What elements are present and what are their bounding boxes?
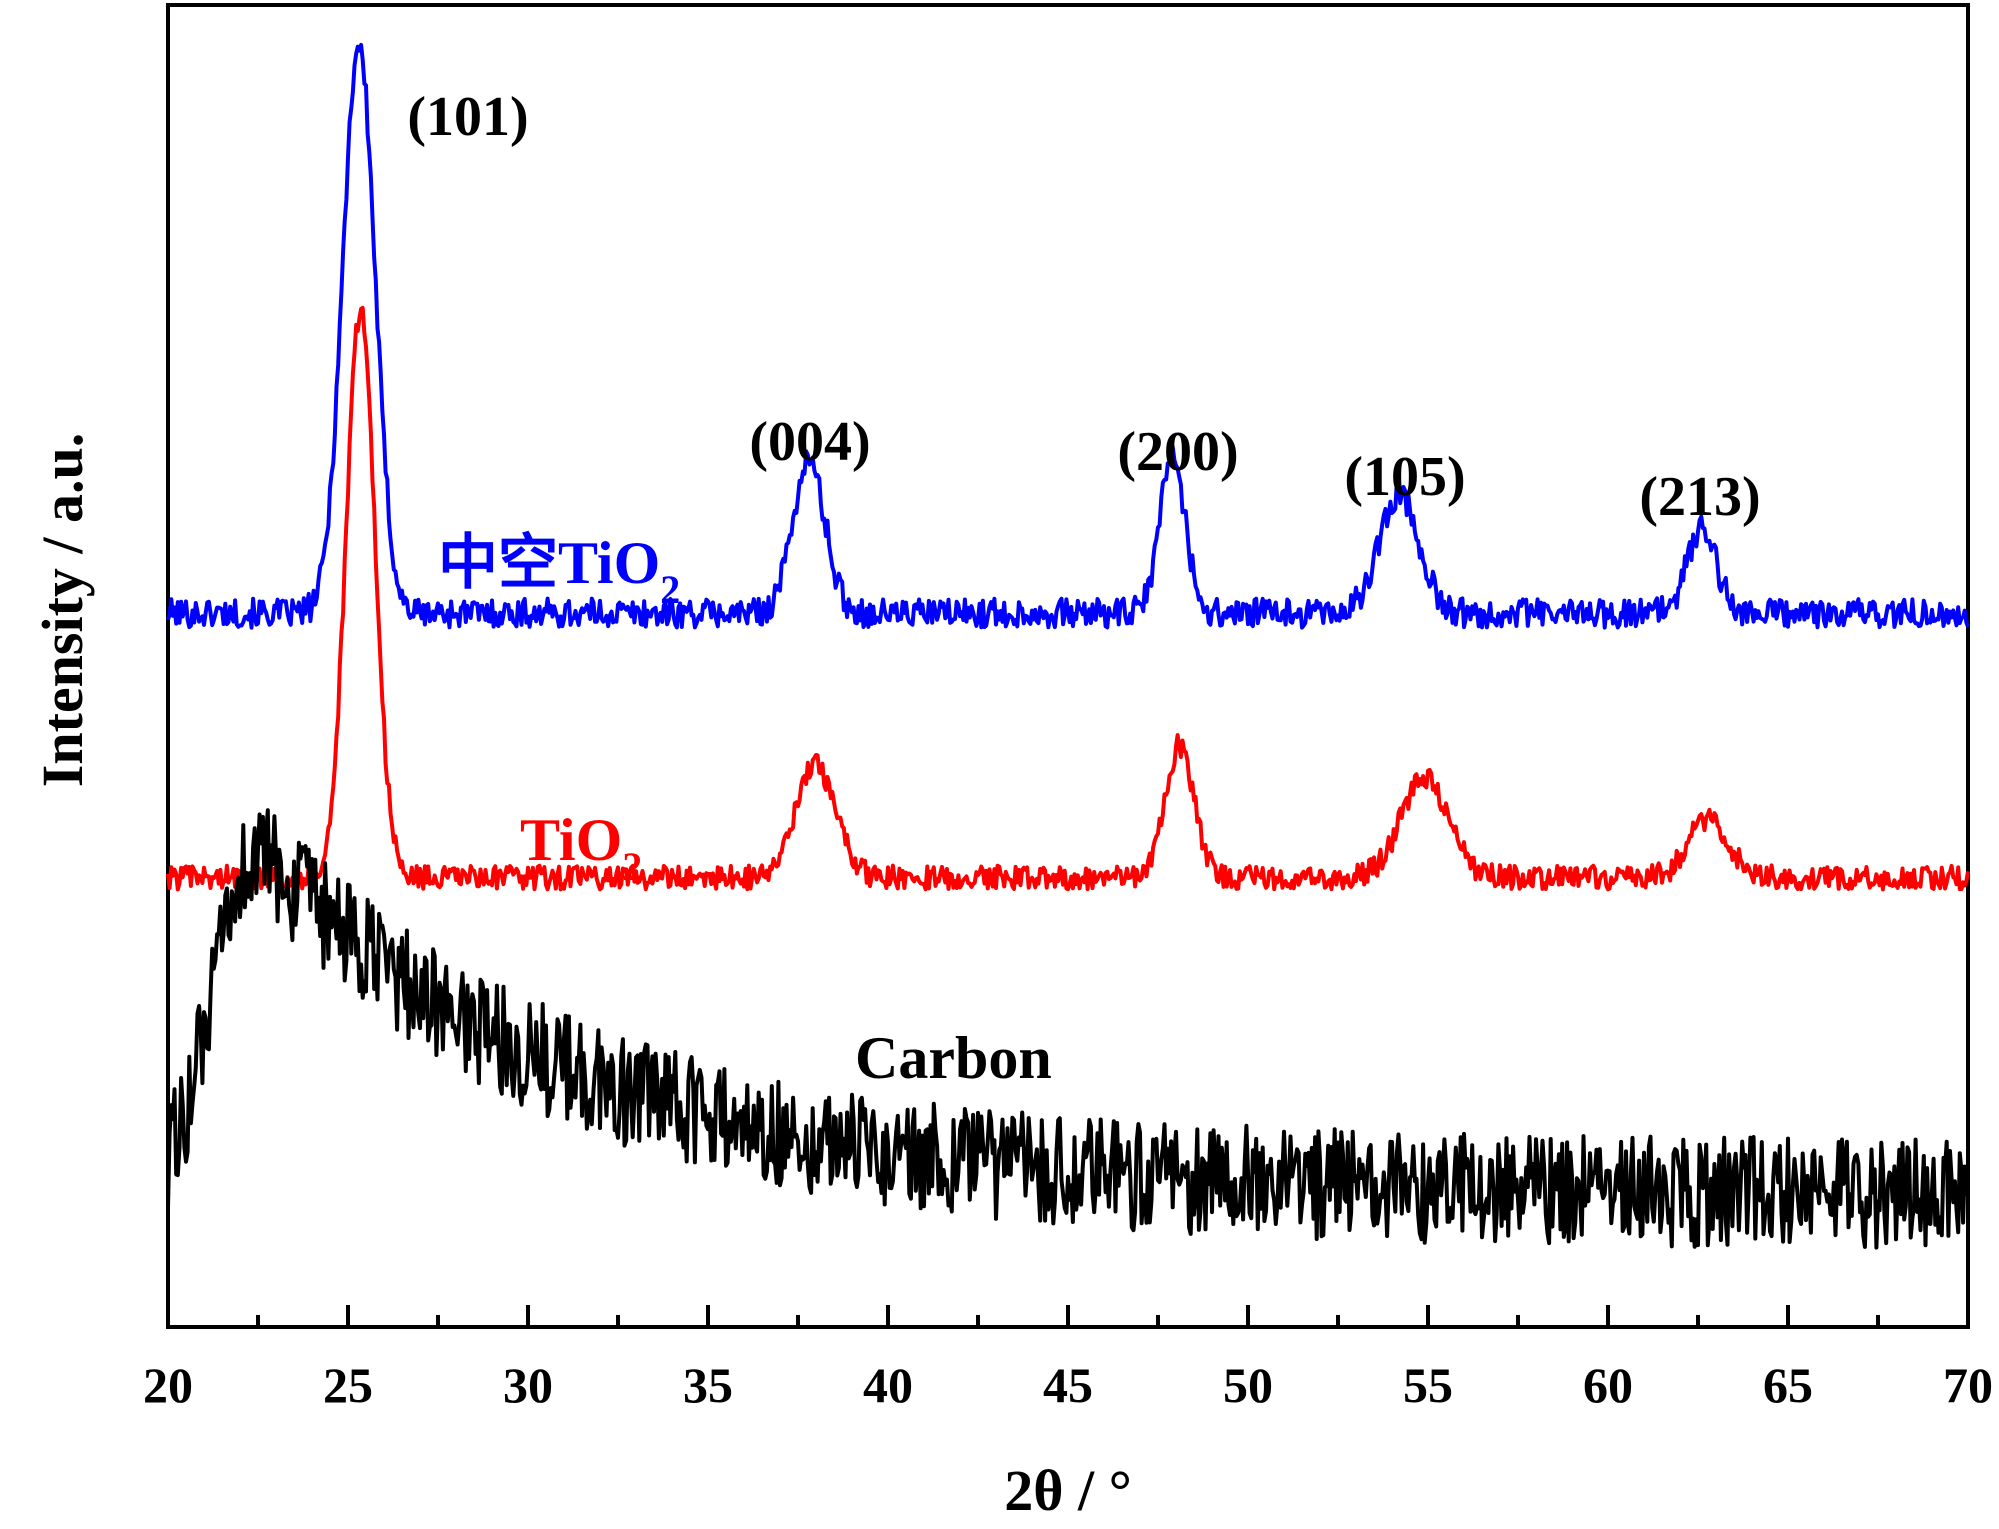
series-label-tio2: TiO2 — [520, 807, 642, 889]
y-axis-title: Intensity / a.u. — [30, 433, 95, 788]
x-tick-label: 35 — [683, 1357, 733, 1413]
peak-label-213: (213) — [1639, 466, 1760, 528]
x-tick-label: 65 — [1763, 1357, 1813, 1413]
series-line-tio2-0 — [166, 42, 1970, 630]
peak-label-101: (101) — [407, 86, 528, 148]
x-tick-label: 30 — [503, 1357, 553, 1413]
series-label-carbon: Carbon — [855, 1025, 1052, 1091]
series-lines — [166, 42, 1970, 1250]
peak-label-004: (004) — [749, 411, 870, 473]
plot-frame — [166, 3, 1970, 1329]
x-axis-title: 2θ / ° — [1004, 1458, 1132, 1523]
series-label-hollow-tio2: 中空TiO2 — [438, 530, 680, 612]
peak-label-105: (105) — [1344, 446, 1465, 508]
x-tick-label: 55 — [1403, 1357, 1453, 1413]
x-tick-label: 70 — [1943, 1357, 1993, 1413]
series-line-tio2-1 — [166, 305, 1970, 892]
x-tick-label: 20 — [143, 1357, 193, 1413]
x-tick-label: 45 — [1043, 1357, 1093, 1413]
x-tick-label: 50 — [1223, 1357, 1273, 1413]
x-tick-label: 60 — [1583, 1357, 1633, 1413]
x-tick-label: 25 — [323, 1357, 373, 1413]
x-axis-ticks: 20 25 30 35 40 45 50 55 60 65 70 — [143, 1305, 1993, 1413]
series-line-carbon-2 — [166, 808, 1970, 1250]
x-tick-label: 40 — [863, 1357, 913, 1413]
peak-label-200: (200) — [1117, 421, 1238, 483]
